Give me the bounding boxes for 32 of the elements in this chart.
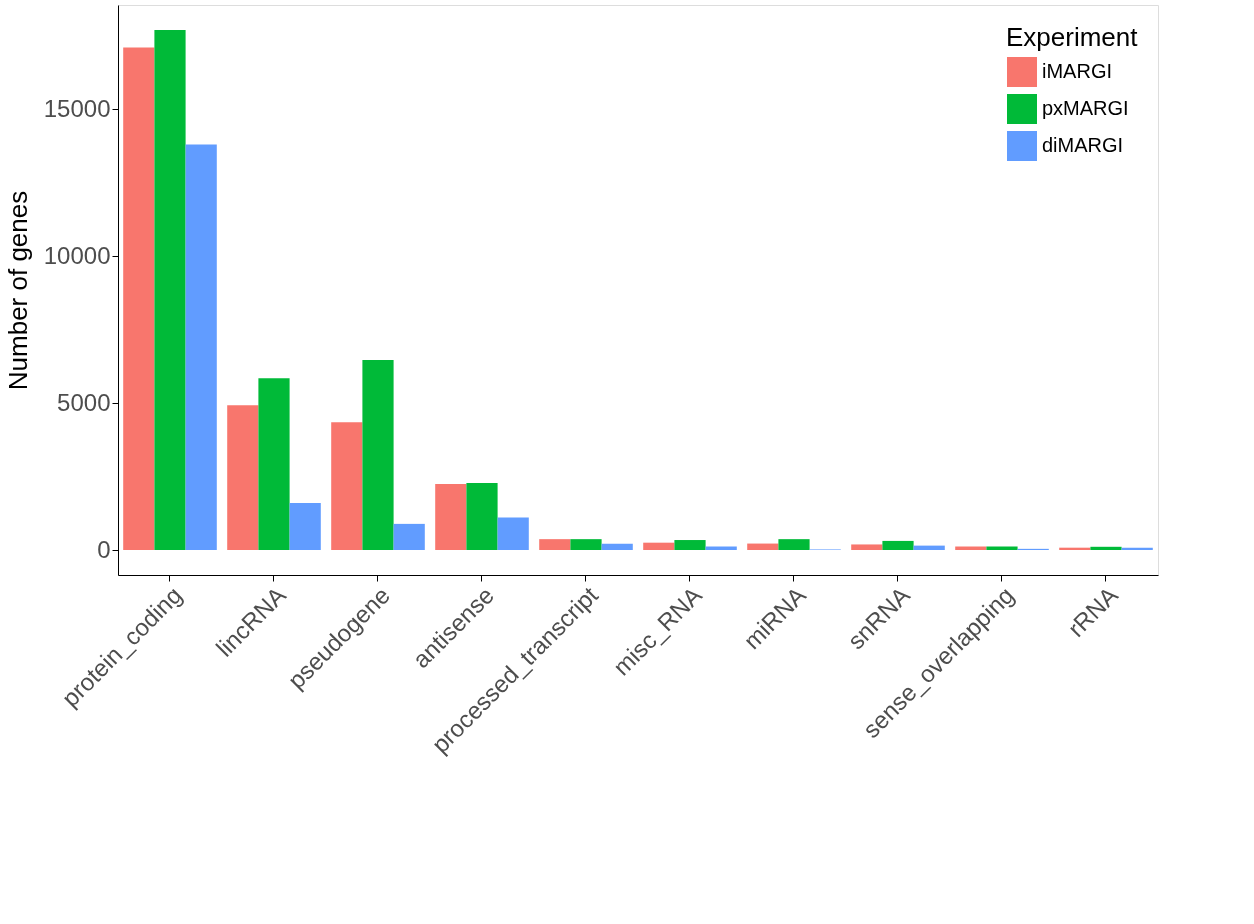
bar — [185, 144, 217, 551]
bar — [601, 543, 633, 551]
bar — [227, 405, 259, 551]
bar — [643, 542, 675, 551]
bar — [435, 483, 467, 551]
bar — [851, 544, 883, 551]
bar — [289, 503, 321, 551]
y-tick-label: 0 — [97, 535, 111, 563]
bar — [1090, 546, 1122, 551]
y-tick-label: 10000 — [43, 241, 111, 269]
y-tick-label: 15000 — [43, 94, 111, 122]
bar — [882, 540, 914, 551]
y-axis-title: Number of genes — [2, 190, 33, 391]
legend-title: Experiment — [1006, 22, 1139, 52]
legend-label: pxMARGI — [1042, 97, 1129, 119]
bar — [747, 543, 779, 551]
bar — [123, 47, 155, 551]
bar — [497, 517, 529, 551]
bar — [778, 539, 810, 551]
bar — [674, 540, 706, 551]
legend-label: diMARGI — [1042, 134, 1124, 156]
bar — [466, 483, 498, 551]
bar — [570, 539, 602, 551]
bar — [331, 422, 363, 551]
legend-label: iMARGI — [1042, 60, 1112, 82]
bar — [913, 545, 945, 551]
y-tick-label: 5000 — [57, 388, 111, 416]
bar — [539, 539, 571, 551]
bar — [154, 29, 186, 551]
bar — [258, 378, 290, 551]
bar — [362, 359, 394, 551]
bar — [393, 523, 425, 551]
